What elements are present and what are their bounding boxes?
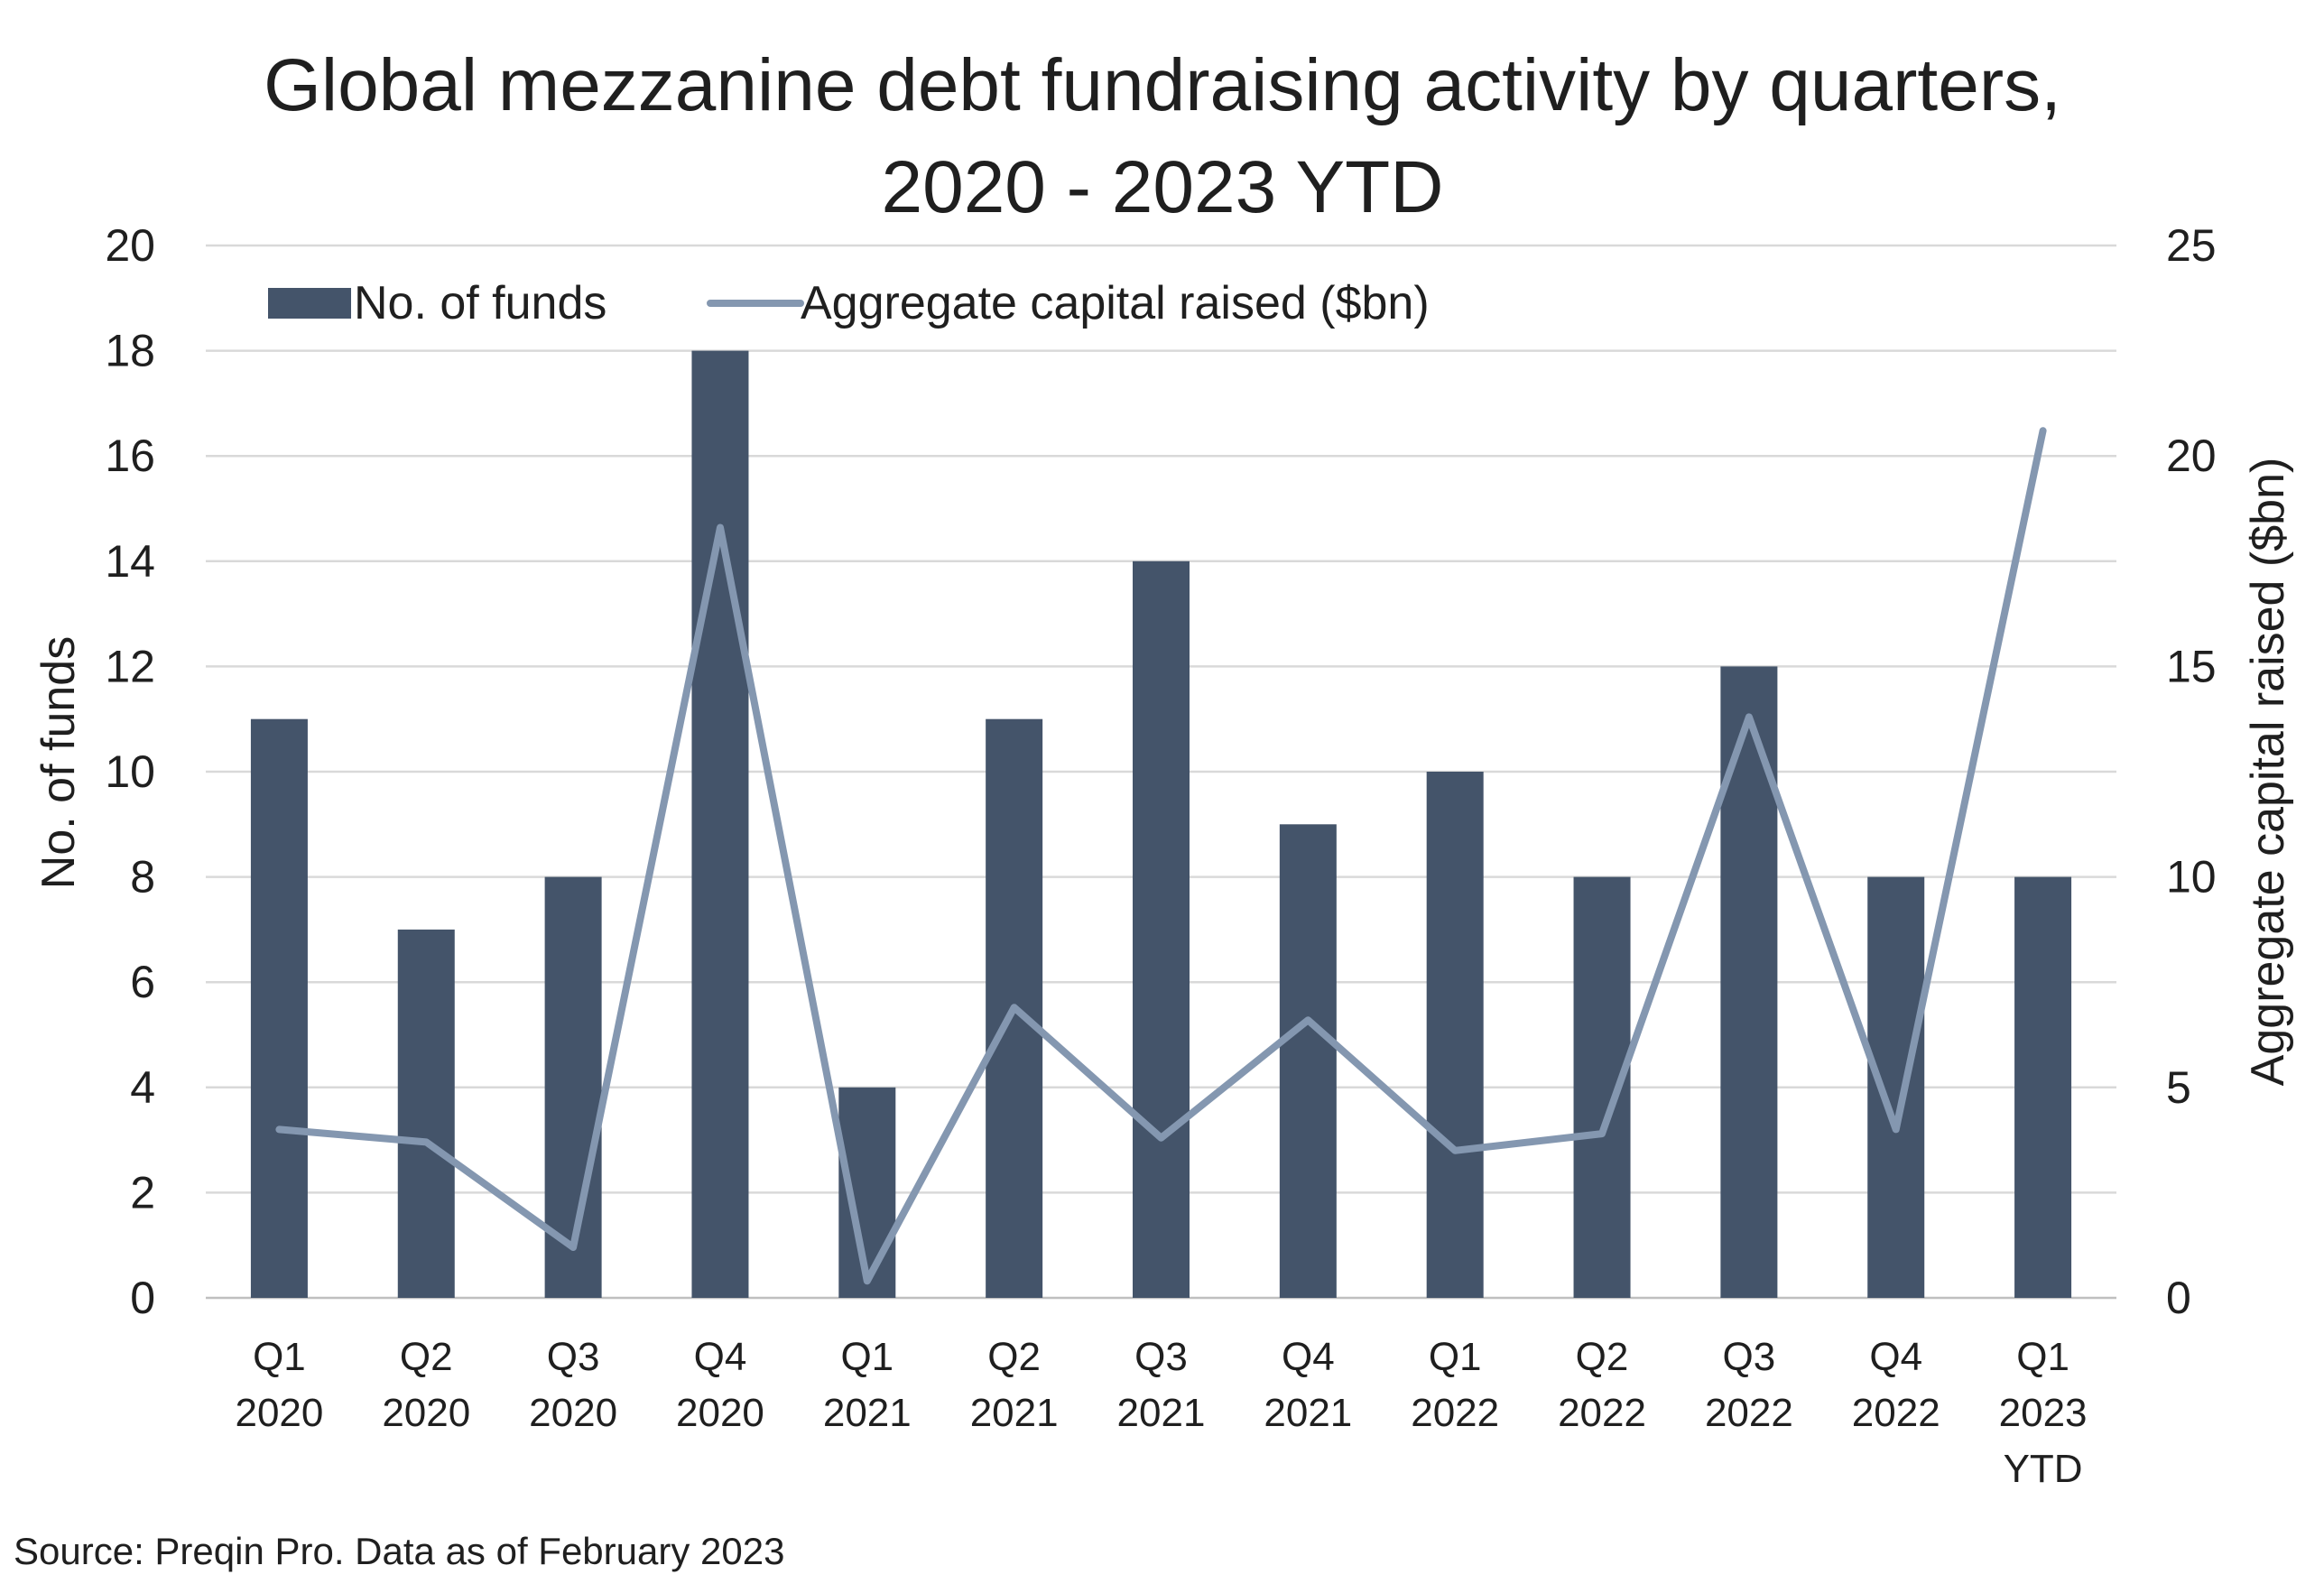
left-axis-tick-label: 14 [105,536,155,587]
right-axis-tick-label: 10 [2166,852,2217,903]
x-axis-category-label: 2020 [676,1391,764,1435]
bar-no-of-funds [250,718,308,1298]
left-axis-tick-label: 20 [105,220,155,271]
left-axis-tick-label: 2 [130,1167,155,1218]
right-axis-tick-label: 25 [2166,220,2217,271]
right-axis-tick-label: 5 [2166,1062,2191,1113]
bar-no-of-funds [1426,772,1484,1298]
bar-no-of-funds [1279,824,1337,1298]
left-axis-title: No. of funds [32,636,85,889]
x-axis-category-label: Q4 [1869,1335,1922,1379]
x-axis-category-label: Q1 [253,1335,306,1379]
x-axis-category-label: 2021 [1117,1391,1206,1435]
line-series-aggregate-capital [275,427,2047,1285]
chart-title-line-1: Global mezzanine debt fundraising activi… [264,44,2061,126]
left-axis-tick-label: 12 [105,641,155,691]
bar-no-of-funds [544,876,602,1298]
x-axis-category-label: 2022 [1558,1391,1646,1435]
chart-title: Global mezzanine debt fundraising activi… [264,44,2061,228]
legend-label-aggregate-capital: Aggregate capital raised ($bn) [801,277,1430,329]
right-axis-tick-label: 0 [2166,1273,2191,1323]
legend-label-no-of-funds: No. of funds [354,277,606,329]
bar-no-of-funds [1720,666,1778,1298]
legend-swatch-no-of-funds [268,288,351,319]
bar-no-of-funds [1133,560,1190,1298]
right-axis-tick-label: 15 [2166,641,2217,691]
x-axis-category-label: 2023 [1999,1391,2088,1435]
x-axis-category-label: Q1 [840,1335,893,1379]
x-axis-category-label: 2021 [970,1391,1059,1435]
x-axis-category-label: 2020 [529,1391,617,1435]
right-axis-ticks: 0 5 10 15 20 25 [2166,220,2217,1323]
chart-title-line-2: 2020 - 2023 YTD [881,146,1443,228]
x-axis-category-label: Q2 [1576,1335,1629,1379]
bar-series-no-of-funds [250,350,2072,1299]
left-axis-tick-label: 4 [130,1062,155,1113]
left-axis-ticks: 0 2 4 6 8 10 12 14 16 18 20 [105,220,155,1323]
right-axis-title: Aggregate capital raised ($bn) [2242,458,2294,1087]
right-axis-tick-label: 20 [2166,431,2217,481]
legend: No. of funds Aggregate capital raised ($… [268,277,1430,329]
left-axis-tick-label: 16 [105,431,155,481]
x-axis-category-label: YTD [2004,1447,2083,1491]
x-axis-category-label: Q4 [694,1335,747,1379]
bar-no-of-funds [691,350,749,1299]
x-axis-category-label: 2021 [823,1391,912,1435]
bar-no-of-funds [1867,876,1925,1298]
left-axis-tick-label: 6 [130,957,155,1007]
x-axis-category-labels: Q1 2020 Q2 2020 Q3 2020 Q4 2020 Q1 2021 Q2 2021 Q3 20… [235,1335,2087,1491]
bar-no-of-funds [2014,876,2072,1298]
bar-no-of-funds [397,929,455,1298]
x-axis-category-label: Q2 [400,1335,453,1379]
x-axis-category-label: 2022 [1705,1391,1793,1435]
x-axis-category-label: 2020 [382,1391,470,1435]
x-axis-category-label: Q4 [1282,1335,1335,1379]
left-axis-tick-label: 8 [130,852,155,903]
left-axis-tick-label: 0 [130,1273,155,1323]
x-axis-category-label: Q2 [987,1335,1041,1379]
x-axis-category-label: 2021 [1264,1391,1352,1435]
x-axis-category-label: Q1 [2016,1335,2069,1379]
x-axis-category-label: Q1 [1429,1335,1482,1379]
x-axis-category-label: 2022 [1852,1391,1940,1435]
x-axis-category-label: 2020 [235,1391,323,1435]
x-axis-category-label: Q3 [1134,1335,1188,1379]
source-note: Source: Preqin Pro. Data as of February … [14,1530,784,1572]
x-axis-category-label: 2022 [1411,1391,1499,1435]
x-axis-category-label: Q3 [547,1335,600,1379]
left-axis-tick-label: 10 [105,746,155,797]
x-axis-category-label: Q3 [1723,1335,1776,1379]
left-axis-tick-label: 18 [105,326,155,376]
